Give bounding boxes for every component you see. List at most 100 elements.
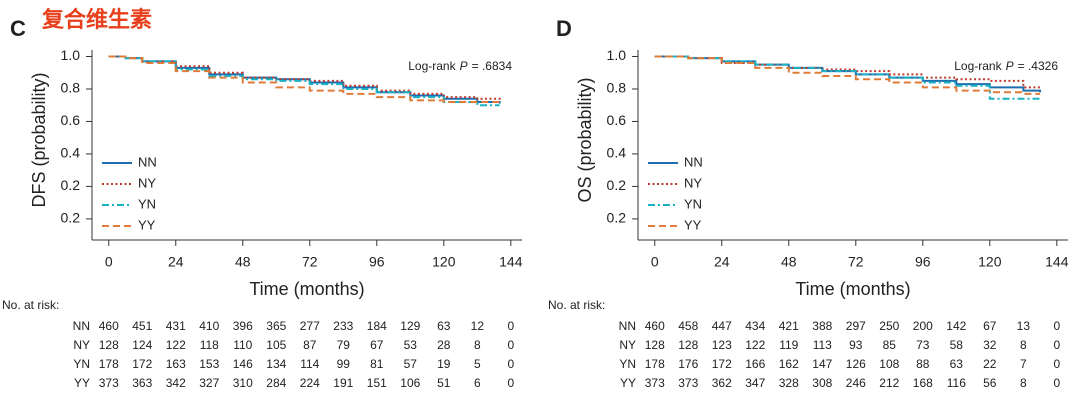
- risk-count: 32: [983, 338, 997, 352]
- risk-count: 246: [846, 376, 866, 390]
- risk-count: 342: [166, 376, 186, 390]
- annotation-part: = .6834: [472, 59, 513, 73]
- risk-count: 421: [779, 319, 799, 333]
- risk-count: 431: [166, 319, 186, 333]
- risk-count: 122: [745, 338, 765, 352]
- risk-count: 363: [132, 376, 152, 390]
- risk-count: 85: [883, 338, 897, 352]
- risk-count: 142: [946, 319, 966, 333]
- annotation: Log-rank P = .6834: [408, 59, 512, 73]
- risk-count: 19: [437, 357, 451, 371]
- risk-count: 200: [913, 319, 933, 333]
- legend-label: NY: [684, 175, 702, 190]
- risk-count: 0: [507, 357, 514, 371]
- survival-curve: [654, 55, 1041, 95]
- annotation-part: = .4326: [1018, 59, 1059, 73]
- risk-count: 460: [645, 319, 665, 333]
- risk-count: 6: [474, 376, 481, 390]
- risk-count: 126: [846, 357, 866, 371]
- risk-count: 73: [916, 338, 930, 352]
- risk-count: 58: [950, 338, 964, 352]
- x-tick-label: 120: [432, 254, 456, 270]
- annotation-part: Log-rank: [954, 59, 1002, 73]
- risk-count: 128: [99, 338, 119, 352]
- risk-count: 7: [1020, 357, 1027, 371]
- risk-count: 178: [99, 357, 119, 371]
- risk-count: 63: [950, 357, 964, 371]
- risk-count: 67: [370, 338, 384, 352]
- risk-count: 113: [813, 338, 832, 352]
- risk-count: 22: [983, 357, 997, 371]
- x-tick-label: 24: [714, 254, 730, 270]
- risk-count: 8: [474, 338, 481, 352]
- x-tick-label: 144: [499, 254, 523, 270]
- y-tick-label: 0.2: [61, 210, 81, 226]
- risk-count: 373: [645, 376, 665, 390]
- legend-label: NN: [684, 154, 703, 169]
- risk-count: 168: [913, 376, 933, 390]
- risk-count: 297: [846, 319, 866, 333]
- risk-count: 0: [1053, 357, 1060, 371]
- survival-curve: [108, 55, 500, 103]
- risk-count: 105: [266, 338, 286, 352]
- legend-label: NY: [138, 175, 156, 190]
- risk-row-name: YY: [620, 376, 636, 390]
- risk-count: 123: [712, 338, 732, 352]
- risk-row-name: NY: [73, 338, 90, 352]
- risk-count: 224: [300, 376, 320, 390]
- risk-count: 8: [1020, 376, 1027, 390]
- y-tick-label: 0.8: [61, 80, 81, 96]
- risk-table-label: No. at risk:: [548, 298, 605, 312]
- x-tick-label: 0: [105, 254, 113, 270]
- risk-count: 0: [1053, 376, 1060, 390]
- risk-count: 147: [812, 357, 832, 371]
- risk-count: 458: [678, 319, 698, 333]
- risk-count: 388: [812, 319, 832, 333]
- risk-count: 124: [132, 338, 152, 352]
- risk-count: 451: [132, 319, 152, 333]
- x-tick-label: 48: [235, 254, 251, 270]
- risk-count: 67: [983, 319, 997, 333]
- risk-count: 308: [812, 376, 832, 390]
- annotation-part: P: [460, 59, 468, 73]
- y-tick-label: 0.8: [607, 80, 627, 96]
- risk-count: 151: [367, 376, 387, 390]
- risk-count: 172: [712, 357, 732, 371]
- risk-count: 0: [507, 319, 514, 333]
- risk-count: 93: [849, 338, 863, 352]
- risk-count: 56: [983, 376, 997, 390]
- risk-count: 119: [779, 338, 798, 352]
- risk-count: 63: [437, 319, 451, 333]
- x-tick-label: 144: [1045, 254, 1069, 270]
- legend-label: NN: [138, 154, 157, 169]
- x-tick-label: 72: [302, 254, 318, 270]
- y-tick-label: 1.0: [607, 47, 627, 63]
- risk-count: 166: [745, 357, 765, 371]
- risk-table-label: No. at risk:: [2, 298, 59, 312]
- risk-count: 184: [367, 319, 387, 333]
- risk-count: 0: [507, 338, 514, 352]
- risk-count: 51: [437, 376, 451, 390]
- risk-count: 0: [1053, 338, 1060, 352]
- legend-label: YN: [138, 196, 156, 211]
- annotation: Log-rank P = .4326: [954, 59, 1058, 73]
- x-tick-label: 96: [915, 254, 931, 270]
- risk-count: 116: [947, 376, 966, 390]
- risk-row-name: YN: [619, 357, 636, 371]
- y-axis-label: OS (probability): [575, 77, 595, 202]
- risk-count: 87: [303, 338, 317, 352]
- legend-label: YY: [138, 217, 156, 232]
- legend-label: YY: [684, 217, 702, 232]
- risk-count: 99: [337, 357, 351, 371]
- y-tick-label: 0.2: [61, 177, 81, 193]
- risk-row-name: YY: [74, 376, 90, 390]
- risk-row-name: YN: [73, 357, 90, 371]
- risk-count: 8: [1020, 338, 1027, 352]
- survival-curve: [108, 55, 500, 107]
- risk-count: 128: [678, 338, 698, 352]
- risk-count: 79: [337, 338, 351, 352]
- x-tick-label: 24: [168, 254, 184, 270]
- risk-count: 106: [400, 376, 420, 390]
- risk-count: 134: [266, 357, 286, 371]
